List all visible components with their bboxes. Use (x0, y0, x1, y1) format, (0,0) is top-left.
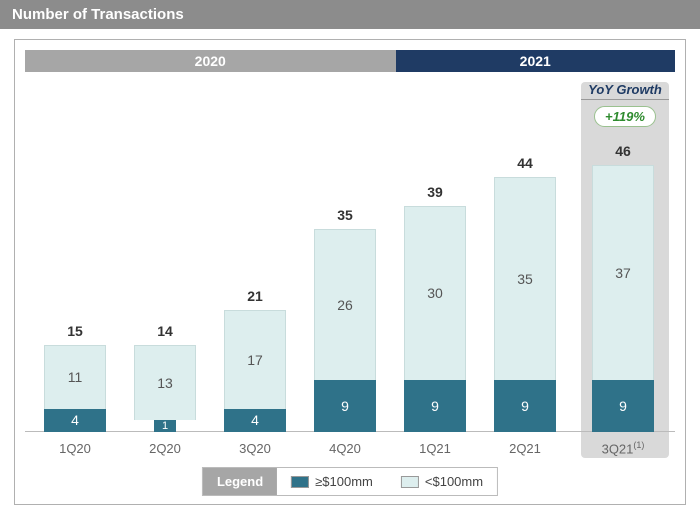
bar-column: 309 (404, 206, 466, 432)
x-axis-label: 1Q21 (395, 441, 475, 456)
year-2021: 2021 (396, 50, 676, 72)
yoy-value-pill: +119% (594, 106, 656, 127)
x-axis-label: 1Q20 (35, 441, 115, 456)
legend-text-a: ≥$100mm (315, 474, 373, 489)
slide: Number of Transactions 2020 2021 114151Q… (0, 0, 700, 524)
year-2020: 2020 (25, 50, 396, 72)
bar-seg-ge100: 9 (494, 380, 556, 432)
bar-total: 39 (404, 184, 466, 200)
x-axis-label: 3Q21(1) (583, 440, 663, 456)
bar-column: 359 (494, 177, 556, 432)
legend-swatch-b (401, 476, 419, 488)
bar-seg-lt100: 11 (44, 345, 106, 409)
bar-seg-lt100: 30 (404, 206, 466, 380)
x-axis-label: 2Q20 (125, 441, 205, 456)
yoy-title: YoY Growth (581, 82, 669, 100)
bar-total: 21 (224, 288, 286, 304)
chart-frame: 2020 2021 114151Q20131142Q20174213Q20269… (14, 39, 686, 505)
bar-seg-ge100: 4 (224, 409, 286, 432)
legend-item-lt100: <$100mm (387, 468, 497, 495)
legend: Legend ≥$100mm <$100mm (202, 467, 498, 496)
x-axis-label: 3Q20 (215, 441, 295, 456)
x-axis-label: 2Q21 (485, 441, 565, 456)
bar-seg-ge100: 9 (404, 380, 466, 432)
bar-column: 379 (592, 165, 654, 432)
legend-label: Legend (203, 468, 277, 495)
bar-seg-lt100: 17 (224, 310, 286, 409)
bar-seg-lt100: 13 (134, 345, 196, 420)
bar-seg-lt100: 37 (592, 165, 654, 380)
x-axis-label: 4Q20 (305, 441, 385, 456)
bar-total: 14 (134, 323, 196, 339)
bar-column: 269 (314, 229, 376, 432)
legend-swatch-a (291, 476, 309, 488)
title-text: Number of Transactions (12, 6, 184, 23)
bar-total: 46 (592, 143, 654, 159)
bar-column: 131 (134, 345, 196, 432)
legend-item-ge100: ≥$100mm (277, 468, 387, 495)
bar-column: 174 (224, 310, 286, 432)
bar-seg-ge100: 9 (592, 380, 654, 432)
bar-seg-ge100: 4 (44, 409, 106, 432)
bar-column: 114 (44, 345, 106, 432)
bar-total: 44 (494, 155, 556, 171)
year-header: 2020 2021 (25, 50, 675, 72)
title-bar: Number of Transactions (0, 0, 700, 29)
bar-total: 15 (44, 323, 106, 339)
bar-seg-ge100: 1 (154, 420, 176, 432)
yoy-growth-box: YoY Growth +119% (581, 82, 669, 127)
bar-seg-lt100: 35 (494, 177, 556, 380)
bar-seg-ge100: 9 (314, 380, 376, 432)
chart-area: 114151Q20131142Q20174213Q20269354Q203093… (25, 140, 675, 432)
legend-text-b: <$100mm (425, 474, 483, 489)
bar-seg-lt100: 26 (314, 229, 376, 380)
bar-total: 35 (314, 207, 376, 223)
